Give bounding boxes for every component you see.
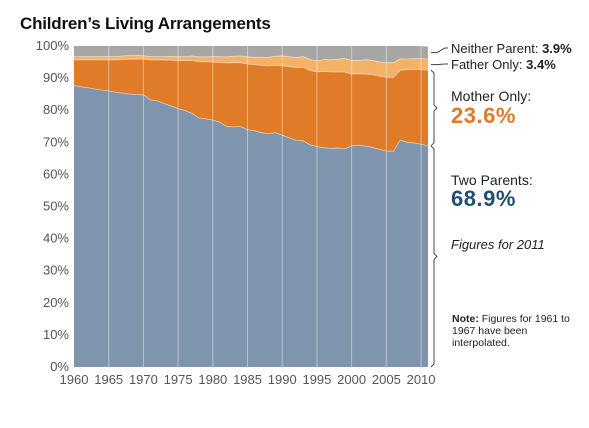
y-tick-label: 40%: [43, 231, 69, 246]
neither-parent-pointer: [431, 47, 448, 54]
vertical-gridlines: [108, 46, 422, 367]
two-parents-area: [74, 85, 428, 367]
x-tick-label: 1960: [60, 372, 89, 387]
x-tick-label: 1990: [268, 372, 297, 387]
two-parents-boundary: [73, 85, 429, 152]
note-label: Note:: [452, 313, 479, 325]
area-layers: [73, 46, 429, 367]
x-tick-label: 2010: [407, 372, 436, 387]
y-tick-label: 80%: [43, 102, 69, 117]
neither-parent-value: 3.9%: [542, 41, 572, 56]
x-tick-label: 1970: [129, 372, 158, 387]
y-tick-label: 60%: [43, 166, 69, 181]
y-tick-label: 50%: [43, 199, 69, 214]
interpolation-note: Note: Figures for 1961 to 1967 have been…: [452, 313, 582, 349]
mother-only-bracket: [430, 69, 438, 147]
father-only-pointer: [431, 63, 448, 66]
neither-parent-label: Neither Parent:: [451, 41, 539, 56]
x-tick-label: 1965: [94, 372, 123, 387]
two-parents-label: Two Parents:: [451, 172, 533, 188]
two-parents-bracket: [430, 145, 438, 368]
y-tick-label: 30%: [43, 263, 69, 278]
father-only-annotation: Father Only: 3.4%: [451, 57, 556, 72]
mother-only-label: Mother Only:: [451, 88, 532, 104]
neither-parent-area: [74, 46, 428, 63]
x-tick-label: 1975: [164, 372, 193, 387]
y-tick-label: 20%: [43, 295, 69, 310]
x-axis-ticks: 1960 1965 1970 1975 1980 1985 1990 1995 2000 2005…: [60, 372, 436, 387]
mother-only-boundary: [74, 58, 429, 78]
y-tick-label: 70%: [43, 134, 69, 149]
father-only-label: Father Only:: [451, 57, 523, 72]
x-tick-label: 2000: [337, 372, 366, 387]
annotation-brackets: [430, 47, 448, 368]
mother-only-value: 23.6%: [451, 103, 516, 128]
father-only-value: 3.4%: [526, 57, 556, 72]
x-tick-label: 1995: [302, 372, 331, 387]
y-tick-label: 100%: [36, 38, 70, 53]
y-tick-label: 10%: [43, 327, 69, 342]
y-tick-label: 0%: [50, 359, 69, 374]
x-tick-label: 1980: [198, 372, 227, 387]
father-only-boundary: [74, 55, 429, 64]
two-parents-value: 68.9%: [451, 186, 516, 211]
figures-for-2011-note: Figures for 2011: [451, 237, 545, 252]
chart-title: Children’s Living Arrangements: [20, 14, 271, 33]
neither-parent-annotation: Neither Parent: 3.9%: [451, 41, 572, 56]
mother-only-area: [74, 59, 428, 152]
y-tick-label: 90%: [43, 70, 69, 85]
x-tick-label: 2005: [372, 372, 401, 387]
x-tick-label: 1985: [233, 372, 262, 387]
note-text: Figures for 1961 to 1967 have been inter…: [452, 313, 570, 349]
y-axis-ticks: 0% 10% 20% 30% 40% 50% 60% 70% 80% 90% 100%: [36, 38, 70, 374]
